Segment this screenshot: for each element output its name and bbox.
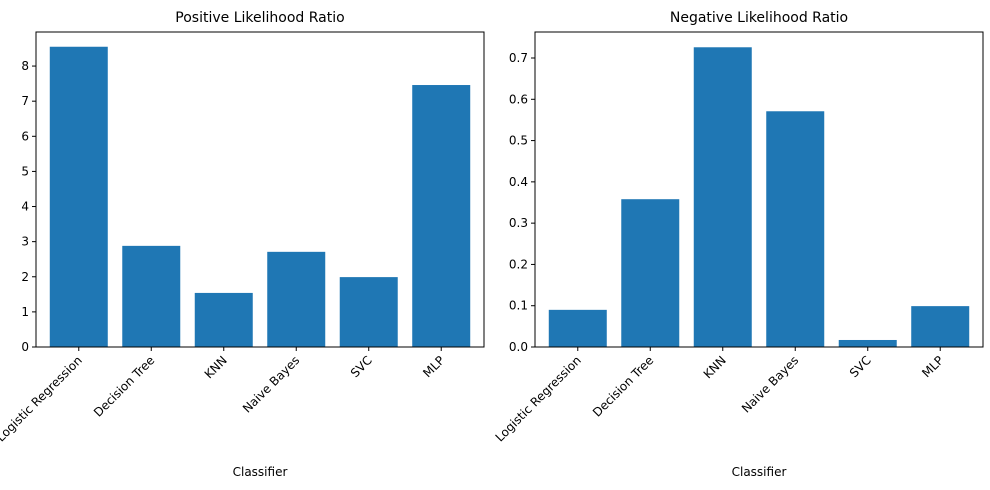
y-tick-label: 1 (21, 305, 29, 319)
y-tick-label: 0.3 (509, 216, 528, 230)
y-tick-label: 0.1 (509, 299, 528, 313)
axes-frame (534, 31, 984, 348)
y-tick-label: 7 (21, 94, 29, 108)
x-tick-label: MLP (919, 353, 946, 380)
bar (621, 199, 680, 347)
x-axis-label: Classifier (233, 465, 288, 479)
bar (122, 245, 181, 347)
chart-title: Positive Likelihood Ratio (175, 10, 344, 26)
x-tick-label: Decision Tree (91, 353, 157, 419)
bar (339, 277, 398, 347)
y-tick-label: 5 (21, 164, 29, 178)
y-tick-label: 0.6 (509, 92, 528, 106)
bar (911, 306, 970, 347)
axes-frame (35, 31, 485, 348)
bar (267, 251, 326, 347)
y-tick-label: 6 (21, 129, 29, 143)
x-tick-label: Decision Tree (590, 353, 656, 419)
y-tick-label: 0.4 (509, 175, 528, 189)
bar (412, 85, 471, 347)
y-tick-label: 3 (21, 235, 29, 249)
y-tick-label: 0 (21, 340, 29, 354)
x-tick-label: SVC (847, 353, 874, 380)
y-tick-label: 0.2 (509, 257, 528, 271)
x-tick-label: KNN (202, 353, 230, 381)
y-tick-label: 8 (21, 59, 29, 73)
bar (194, 292, 253, 347)
y-tick-label: 0.5 (509, 134, 528, 148)
x-tick-label: SVC (348, 353, 375, 380)
bar (693, 47, 752, 347)
bar (49, 46, 108, 347)
bar (548, 309, 607, 347)
y-tick-label: 0.7 (509, 51, 528, 65)
y-tick-label: 4 (21, 200, 29, 214)
x-tick-label: Naive Bayes (739, 353, 801, 415)
bar (838, 339, 897, 347)
x-axis-label: Classifier (732, 465, 787, 479)
y-tick-label: 2 (21, 270, 29, 284)
chart-title: Negative Likelihood Ratio (670, 10, 848, 26)
y-tick-label: 0.0 (509, 340, 528, 354)
x-tick-label: Logistic Regression (493, 353, 584, 444)
bar (766, 111, 825, 347)
x-tick-label: KNN (701, 353, 729, 381)
x-tick-label: Naive Bayes (240, 353, 302, 415)
x-tick-label: MLP (420, 353, 447, 380)
x-tick-label: Logistic Regression (0, 353, 85, 444)
